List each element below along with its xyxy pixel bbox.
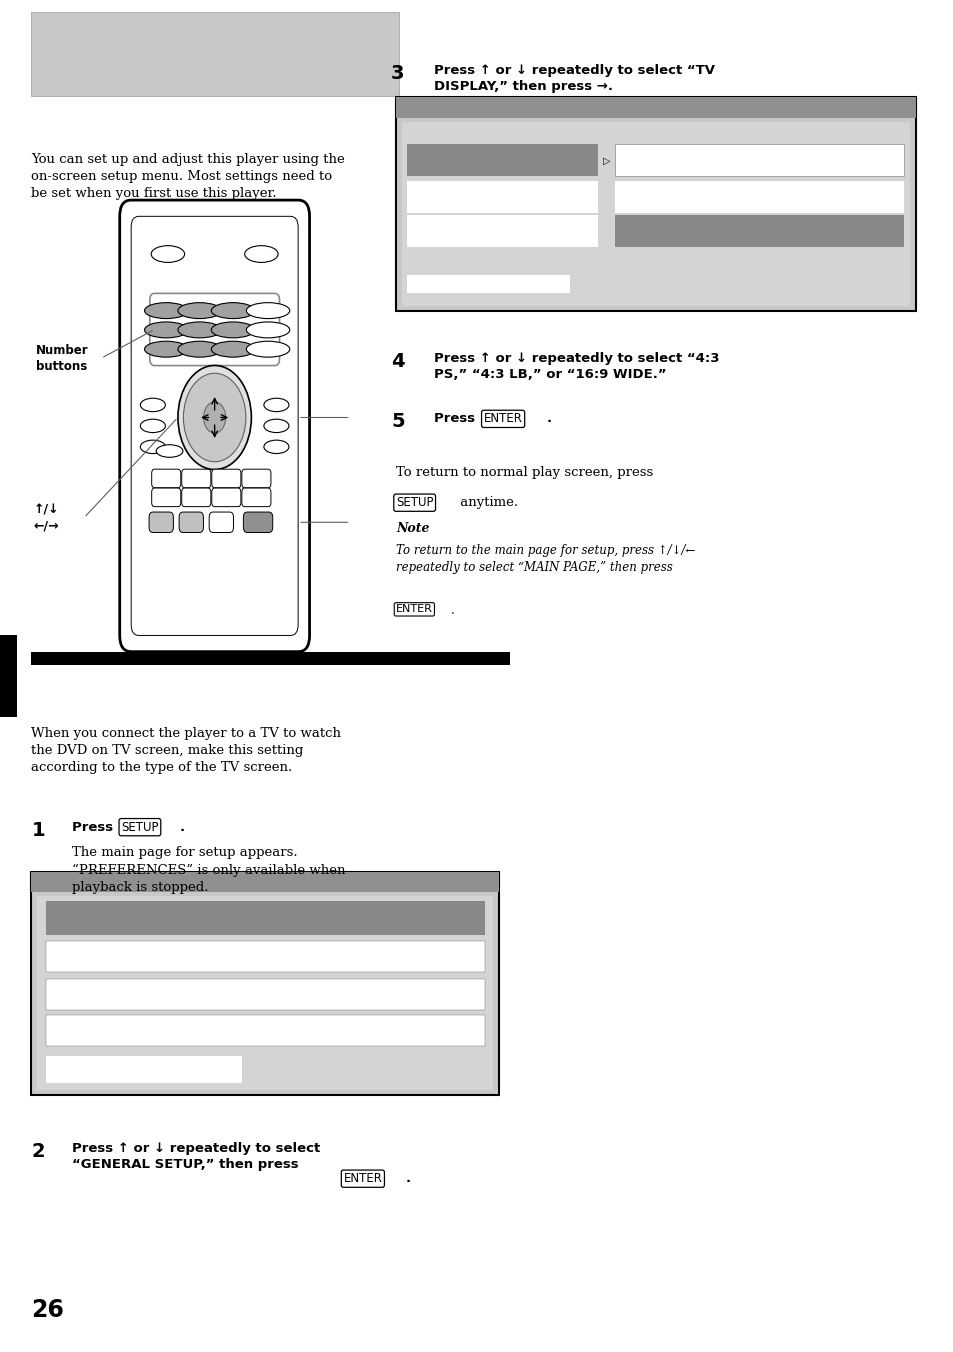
Text: Press: Press <box>71 821 117 834</box>
Ellipse shape <box>145 341 188 357</box>
Ellipse shape <box>177 303 221 319</box>
Ellipse shape <box>140 399 165 411</box>
Text: 26: 26 <box>31 1298 64 1322</box>
Circle shape <box>203 402 226 433</box>
Bar <box>31 872 498 892</box>
Circle shape <box>177 365 251 469</box>
Bar <box>46 1056 242 1083</box>
Text: 1: 1 <box>31 821 45 840</box>
Bar <box>395 97 915 311</box>
Ellipse shape <box>245 246 278 262</box>
Bar <box>615 145 903 176</box>
FancyBboxPatch shape <box>120 200 309 652</box>
Bar <box>395 97 915 118</box>
Ellipse shape <box>246 341 290 357</box>
Text: 2: 2 <box>31 1142 45 1161</box>
Text: ENTER: ENTER <box>483 412 522 426</box>
Bar <box>46 1015 484 1046</box>
FancyBboxPatch shape <box>242 469 271 488</box>
Text: Press ↑ or ↓ repeatedly to select
“GENERAL SETUP,” then press: Press ↑ or ↓ repeatedly to select “GENER… <box>71 1142 319 1171</box>
Ellipse shape <box>177 322 221 338</box>
Text: ENTER: ENTER <box>343 1172 382 1186</box>
Ellipse shape <box>177 341 221 357</box>
Text: anytime.: anytime. <box>456 496 517 510</box>
Text: 5: 5 <box>391 412 404 431</box>
Text: Note: Note <box>395 522 429 535</box>
Bar <box>615 181 903 212</box>
FancyBboxPatch shape <box>181 488 211 507</box>
Text: .: . <box>546 412 551 426</box>
FancyBboxPatch shape <box>179 512 203 533</box>
Text: 4: 4 <box>391 352 404 370</box>
FancyBboxPatch shape <box>243 512 273 533</box>
Ellipse shape <box>212 341 254 357</box>
Ellipse shape <box>264 419 289 433</box>
Text: ↑/↓
←/→: ↑/↓ ←/→ <box>33 503 59 533</box>
Text: Press ↑ or ↓ repeatedly to select “TV
DISPLAY,” then press →.: Press ↑ or ↓ repeatedly to select “TV DI… <box>434 64 715 92</box>
Text: SETUP: SETUP <box>395 496 433 510</box>
Ellipse shape <box>145 322 188 338</box>
FancyBboxPatch shape <box>181 469 211 488</box>
Text: Press ↑ or ↓ repeatedly to select “4:3
PS,” “4:3 LB,” or “16:9 WIDE.”: Press ↑ or ↓ repeatedly to select “4:3 P… <box>434 352 719 380</box>
Bar <box>407 215 598 247</box>
Ellipse shape <box>246 322 290 338</box>
FancyBboxPatch shape <box>149 512 173 533</box>
Bar <box>46 941 484 972</box>
Bar <box>31 872 498 1095</box>
Ellipse shape <box>151 246 185 262</box>
Ellipse shape <box>140 441 165 453</box>
Text: ▷: ▷ <box>602 155 610 165</box>
Text: .: . <box>179 821 184 834</box>
Bar <box>46 900 484 934</box>
Bar <box>46 979 484 1010</box>
Bar <box>407 145 598 176</box>
Bar <box>0 635 17 717</box>
Text: .: . <box>451 604 455 618</box>
Bar <box>31 652 510 665</box>
Ellipse shape <box>264 441 289 453</box>
FancyBboxPatch shape <box>242 488 271 507</box>
Text: Press: Press <box>434 412 479 426</box>
Ellipse shape <box>156 445 183 457</box>
FancyBboxPatch shape <box>209 512 233 533</box>
Text: You can set up and adjust this player using the
on-screen setup menu. Most setti: You can set up and adjust this player us… <box>31 153 345 200</box>
Text: SETUP: SETUP <box>121 821 158 834</box>
Bar <box>615 215 903 247</box>
Ellipse shape <box>212 303 254 319</box>
Text: To return to the main page for setup, press ↑/↓/←
repeatedly to select “MAIN PAG: To return to the main page for setup, pr… <box>395 544 695 573</box>
Text: The main page for setup appears.
“PREFERENCES” is only available when
playback i: The main page for setup appears. “PREFER… <box>71 846 345 894</box>
Text: Number
buttons: Number buttons <box>36 343 89 373</box>
Ellipse shape <box>246 303 290 319</box>
Bar <box>37 896 493 1090</box>
Bar <box>31 12 398 96</box>
Bar <box>407 276 569 293</box>
Bar <box>407 181 598 212</box>
Bar <box>401 122 909 306</box>
Ellipse shape <box>145 303 188 319</box>
Circle shape <box>183 373 246 462</box>
Ellipse shape <box>264 399 289 411</box>
Text: When you connect the player to a TV to watch
the DVD on TV screen, make this set: When you connect the player to a TV to w… <box>31 727 341 775</box>
Ellipse shape <box>140 419 165 433</box>
Text: ENTER: ENTER <box>395 604 433 614</box>
Text: To return to normal play screen, press: To return to normal play screen, press <box>395 466 653 480</box>
Text: .: . <box>405 1172 410 1186</box>
FancyBboxPatch shape <box>152 488 181 507</box>
FancyBboxPatch shape <box>212 488 240 507</box>
Ellipse shape <box>212 322 254 338</box>
FancyBboxPatch shape <box>152 469 181 488</box>
Text: 3: 3 <box>391 64 404 82</box>
FancyBboxPatch shape <box>212 469 240 488</box>
